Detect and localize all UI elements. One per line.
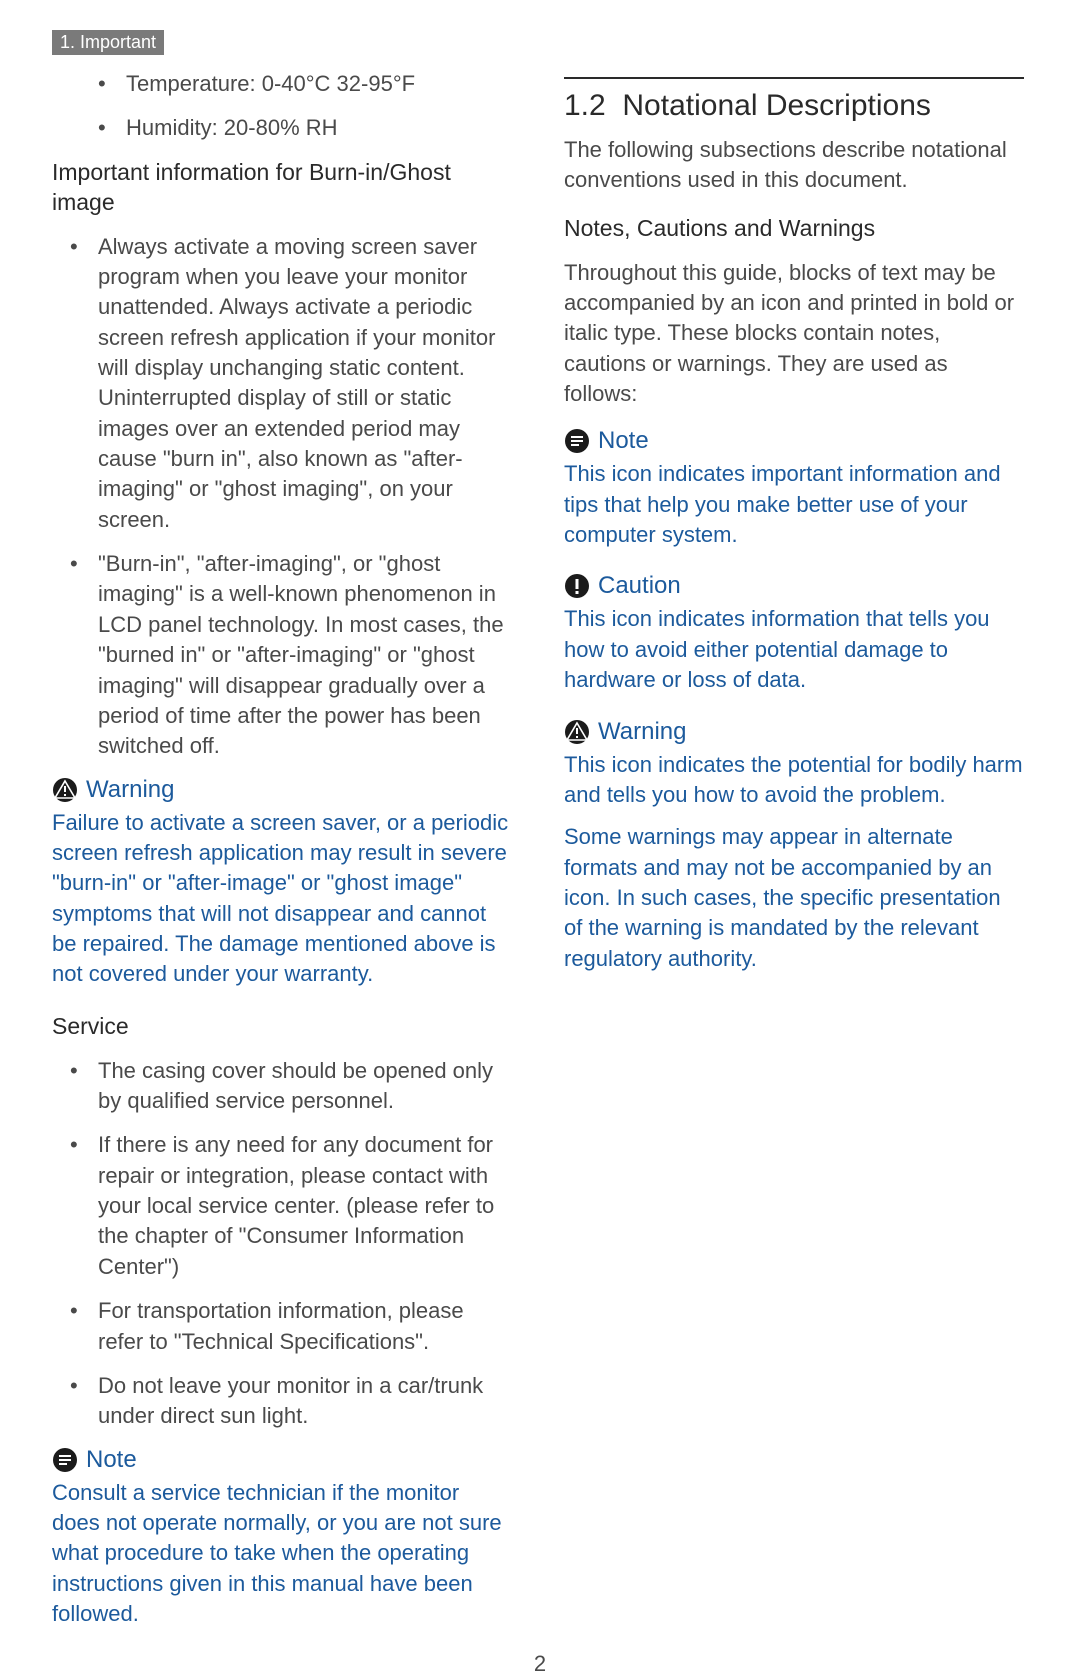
note-callout-header: Note: [564, 427, 1024, 455]
columns-wrapper: Temperature: 0-40°C 32-95°F Humidity: 20…: [52, 69, 1028, 1651]
service-list: The casing cover should be opened only b…: [52, 1056, 512, 1432]
burnin-heading: Important information for Burn-in/Ghost …: [52, 158, 512, 218]
chapter-tag: 1. Important: [52, 30, 164, 55]
burnin-list: Always activate a moving screen saver pr…: [52, 232, 512, 762]
env-list: Temperature: 0-40°C 32-95°F Humidity: 20…: [52, 69, 512, 144]
note-title: Note: [598, 427, 649, 455]
note-title: Note: [86, 1446, 137, 1474]
section-title-text: Notational Descriptions: [622, 89, 930, 122]
caution-icon: [564, 573, 590, 599]
warning-icon: [564, 719, 590, 745]
warning-callout-header: Warning: [52, 776, 512, 804]
section-title: 1.2 Notational Descriptions: [564, 89, 1024, 123]
right-column: 1.2 Notational Descriptions The followin…: [564, 69, 1024, 1651]
warning-text: Failure to activate a screen saver, or a…: [52, 808, 512, 990]
list-item: If there is any need for any document fo…: [52, 1130, 512, 1282]
warning-title: Warning: [598, 718, 686, 746]
note-callout-header: Note: [52, 1446, 512, 1474]
list-item: For transportation information, please r…: [52, 1296, 512, 1357]
intro-paragraph: The following subsections describe notat…: [564, 135, 1024, 196]
caution-text: This icon indicates information that tel…: [564, 604, 1024, 695]
list-item: "Burn-in", "after-imaging", or "ghost im…: [52, 549, 512, 762]
ncw-text: Throughout this guide, blocks of text ma…: [564, 258, 1024, 410]
left-column: Temperature: 0-40°C 32-95°F Humidity: 20…: [52, 69, 512, 1651]
list-item: Always activate a moving screen saver pr…: [52, 232, 512, 536]
list-item: Temperature: 0-40°C 32-95°F: [52, 69, 512, 99]
warning-extra-text: Some warnings may appear in alternate fo…: [564, 822, 1024, 974]
list-item: Do not leave your monitor in a car/trunk…: [52, 1371, 512, 1432]
caution-title: Caution: [598, 572, 681, 600]
list-item: Humidity: 20-80% RH: [52, 113, 512, 143]
warning-text: This icon indicates the potential for bo…: [564, 750, 1024, 811]
note-text: This icon indicates important informatio…: [564, 459, 1024, 550]
note-icon: [52, 1447, 78, 1473]
page-number: 2: [52, 1651, 1028, 1677]
section-number: 1.2: [564, 89, 606, 122]
service-heading: Service: [52, 1012, 512, 1042]
caution-callout-header: Caution: [564, 572, 1024, 600]
note-icon: [564, 428, 590, 454]
section-rule: [564, 77, 1024, 79]
ncw-heading: Notes, Cautions and Warnings: [564, 214, 1024, 244]
note-text: Consult a service technician if the moni…: [52, 1478, 512, 1630]
warning-title: Warning: [86, 776, 174, 804]
list-item: The casing cover should be opened only b…: [52, 1056, 512, 1117]
warning-callout-header: Warning: [564, 718, 1024, 746]
warning-icon: [52, 777, 78, 803]
